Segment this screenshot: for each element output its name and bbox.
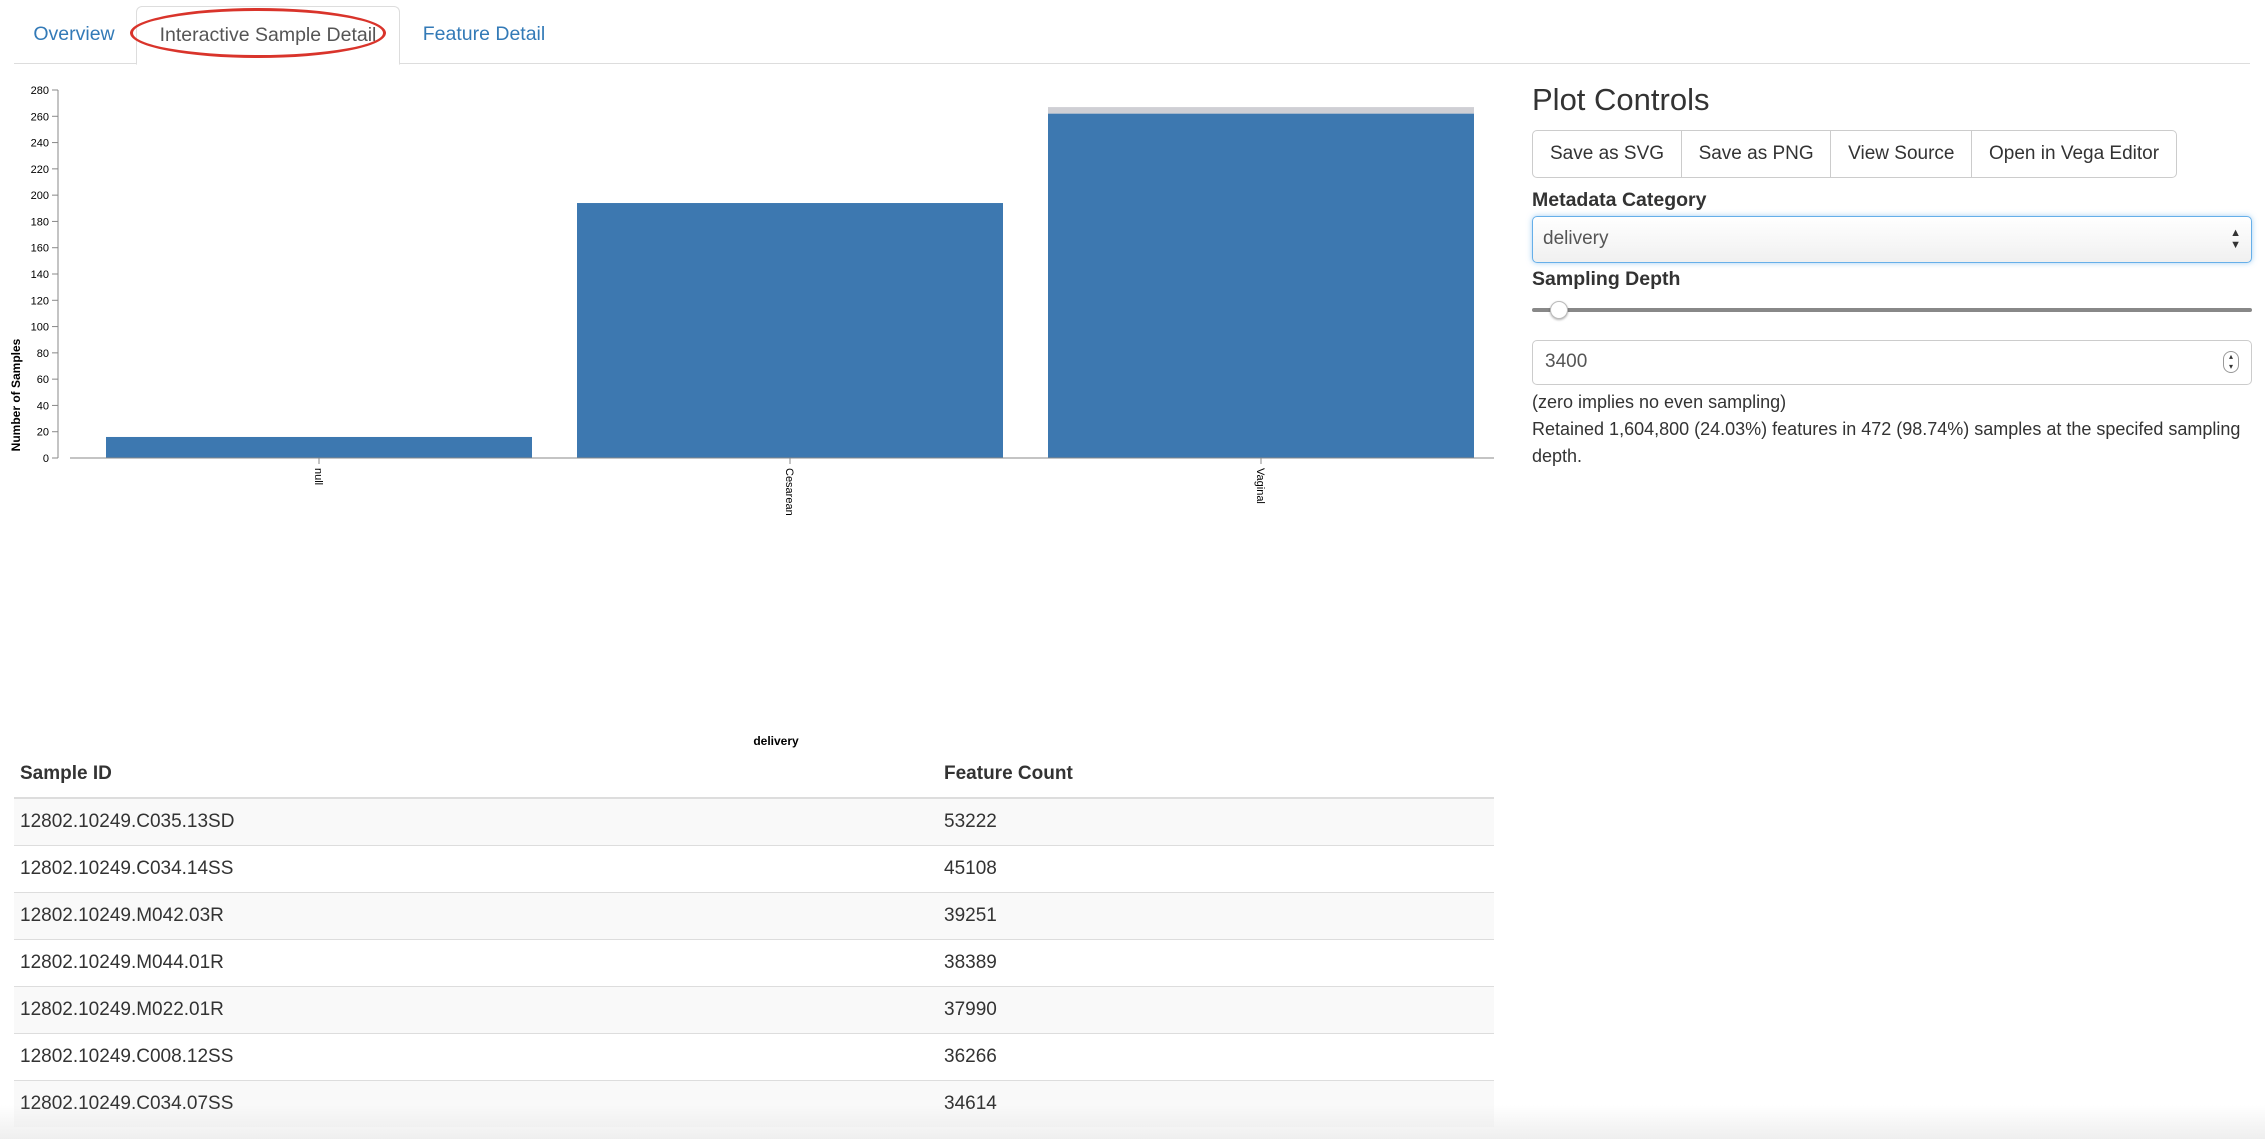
feature-count-cell: 45108 <box>938 845 1494 893</box>
table-row: 12802.10249.M042.03R 39251 <box>14 892 1494 940</box>
bar-remainder-vaginal[interactable] <box>1048 107 1474 114</box>
export-button-group: Save as SVG Save as PNG View Source Open… <box>1532 130 2252 178</box>
tab-overview[interactable]: Overview <box>33 23 115 45</box>
y-tick-label: 20 <box>37 427 49 439</box>
sample-count-bar-chart: 020406080100120140160180200220240260280 … <box>9 85 1494 748</box>
metadata-category-label: Metadata Category <box>1532 189 1707 211</box>
slider-handle[interactable] <box>1550 301 1568 319</box>
save-svg-button[interactable]: Save as SVG <box>1532 130 1683 178</box>
view-source-button[interactable]: View Source <box>1830 130 1973 178</box>
x-tick-label: Cesarean <box>783 468 795 516</box>
bar-null[interactable] <box>106 436 532 458</box>
up-down-arrows-icon: ▲ ▼ <box>2230 227 2241 251</box>
sample-id-cell: 12802.10249.M042.03R <box>14 892 938 940</box>
sample-id-cell: 12802.10249.C008.12SS <box>14 1033 938 1081</box>
feature-count-cell: 36266 <box>938 1033 1494 1081</box>
bar-cesarean[interactable] <box>577 203 1003 458</box>
y-tick-label: 220 <box>31 164 49 176</box>
sample-id-cell: 12802.10249.M044.01R <box>14 939 938 987</box>
feature-count-cell: 39251 <box>938 892 1494 940</box>
sampling-depth-slider[interactable] <box>1532 295 2252 325</box>
table-header-row: Sample ID Feature Count <box>14 750 1494 799</box>
retained-summary: Retained 1,604,800 (24.03%) features in … <box>1532 419 2241 466</box>
y-tick-label: 120 <box>31 295 49 307</box>
x-tick-label: Vaginal <box>1254 468 1266 504</box>
plot-controls-title: Plot Controls <box>1532 82 1710 117</box>
slider-track <box>1532 308 2252 312</box>
zero-sampling-note: (zero implies no even sampling) <box>1532 392 1787 412</box>
y-tick-label: 80 <box>37 348 49 360</box>
y-tick-label: 180 <box>31 216 49 228</box>
y-axis: 0 20 40 60 80 100 120 140 160 180 200 220 240 260 280 <box>31 85 59 465</box>
y-tick-label: 240 <box>31 138 49 150</box>
sampling-depth-label: Sampling Depth <box>1532 268 1681 290</box>
sample-id-cell: 12802.10249.C034.14SS <box>14 845 938 893</box>
y-tick-label: 140 <box>31 269 49 281</box>
sampling-depth-value[interactable] <box>1545 342 2145 382</box>
table-row: 12802.10249.C035.13SD 53222 <box>14 797 1494 846</box>
table-row: 12802.10249.M022.01R 37990 <box>14 986 1494 1034</box>
tab-interactive-sample-detail[interactable]: Interactive Sample Detail <box>136 6 400 65</box>
x-axis: null Cesarean Vaginal <box>70 457 1494 516</box>
x-axis-title: delivery <box>753 734 799 748</box>
sample-id-cell: 12802.10249.M022.01R <box>14 986 938 1034</box>
table-row: 12802.10249.C034.14SS 45108 <box>14 845 1494 893</box>
bottom-fade <box>0 1105 2265 1139</box>
bar-vaginal[interactable] <box>1048 113 1474 459</box>
open-vega-editor-button[interactable]: Open in Vega Editor <box>1971 130 2178 178</box>
y-tick-label: 100 <box>31 322 49 334</box>
table-row: 12802.10249.C008.12SS 36266 <box>14 1033 1494 1081</box>
y-tick-label: 200 <box>31 190 49 202</box>
y-tick-label: 160 <box>31 243 49 255</box>
feature-count-cell: 53222 <box>938 797 1494 846</box>
tab-feature-detail[interactable]: Feature Detail <box>422 23 546 45</box>
tab-bar: Overview Interactive Sample Detail Featu… <box>14 0 2250 65</box>
y-tick-label: 260 <box>31 111 49 123</box>
feature-count-cell: 38389 <box>938 939 1494 987</box>
sample-id-cell: 12802.10249.C035.13SD <box>14 797 938 846</box>
feature-count-cell: 37990 <box>938 986 1494 1034</box>
table-row: 12802.10249.M044.01R 38389 <box>14 939 1494 987</box>
chart-bars <box>106 107 1474 459</box>
number-stepper-icon[interactable]: ▴ ▾ <box>2223 351 2239 373</box>
sampling-depth-input[interactable]: ▴▾ <box>1532 340 2252 385</box>
y-tick-label: 60 <box>37 374 49 386</box>
y-tick-label: 0 <box>43 453 49 465</box>
y-tick-label: 40 <box>37 400 49 412</box>
column-header-sample-id[interactable]: Sample ID <box>14 750 938 799</box>
sample-table: Sample ID Feature Count 12802.10249.C035… <box>14 750 1494 1127</box>
metadata-category-select[interactable]: delivery ▲ ▼ <box>1532 216 2252 263</box>
plot-controls-panel: Plot Controls Save as SVG Save as PNG Vi… <box>1532 80 2252 470</box>
y-axis-title: Number of Samples <box>9 338 23 451</box>
y-tick-label: 280 <box>31 85 49 97</box>
x-tick-label: null <box>312 468 324 485</box>
save-png-button[interactable]: Save as PNG <box>1680 130 1832 178</box>
metadata-category-value: delivery <box>1543 228 1609 249</box>
column-header-feature-count[interactable]: Feature Count <box>938 750 1494 799</box>
